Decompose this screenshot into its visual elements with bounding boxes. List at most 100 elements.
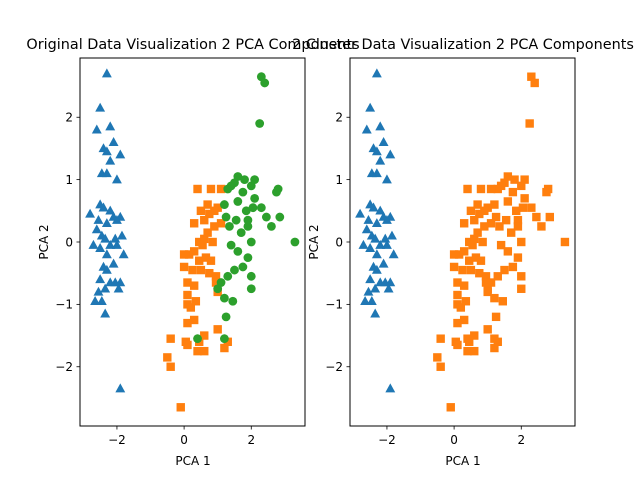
right-series-1-point-90	[490, 343, 499, 353]
right-series-1-point-48	[473, 200, 482, 209]
left-series-1-point-27	[211, 272, 221, 281]
right-series-1-point-89	[453, 340, 462, 350]
right-series-1-point-33	[508, 262, 518, 272]
left-series-1-point-30	[211, 278, 221, 287]
right-y-tick-label-3: 1	[335, 173, 343, 187]
left-y-tick-label-1: −1	[55, 298, 73, 312]
left-series-2-point-20	[261, 212, 271, 222]
right-series-1-point-91	[463, 346, 472, 356]
left-series-2-point-12	[220, 200, 229, 209]
right-series-0-point-30	[371, 249, 382, 259]
left-series-2-point-26	[267, 222, 276, 231]
right-series-1-point-24	[513, 222, 523, 231]
left-series-1-point-25	[196, 265, 206, 275]
right-series-1-point-92	[470, 346, 479, 356]
right-series-1-point-63	[459, 247, 469, 256]
right-plot-marks	[355, 68, 570, 412]
right-series-0-point-3	[375, 121, 386, 131]
left-series-2-point-28	[246, 237, 256, 247]
left-series-2-point-40	[228, 296, 238, 306]
left-series-0-point-21	[91, 224, 102, 234]
right-series-1-point-27	[506, 228, 516, 237]
right-series-1-point-71	[475, 268, 484, 278]
right-series-1-point-74	[459, 281, 469, 290]
left-series-1-point-19	[198, 240, 207, 250]
right-series-0-point-15	[375, 205, 386, 215]
left-x-axis-label: PCA 1	[175, 454, 210, 468]
right-x-tick-label-0: −2	[378, 433, 396, 447]
right-series-1-point-80	[461, 297, 471, 306]
left-series-1-point-10	[210, 222, 219, 231]
left-series-1-point-22	[206, 256, 216, 265]
left-series-2-point-15	[273, 184, 283, 194]
left-series-1-point-46	[193, 346, 202, 356]
right-subplot: 2 Cluster Data Visualization 2 PCA Compo…	[292, 37, 634, 468]
left-series-2-point-27	[236, 228, 246, 238]
left-series-1-point-16	[179, 250, 189, 259]
right-series-1-point-11	[503, 197, 513, 206]
left-series-1-point-18	[189, 247, 199, 256]
right-series-1-point-34	[500, 265, 509, 275]
left-series-1-point-43	[166, 334, 175, 343]
right-series-0-point-4	[385, 149, 396, 159]
left-series-1-point-50	[176, 403, 185, 412]
left-subplot: Original Data Visualization 2 PCA Compon…	[26, 37, 359, 468]
right-series-0-point-18	[371, 218, 382, 228]
right-series-1-point-93	[433, 353, 442, 362]
left-series-1-point-32	[183, 290, 192, 300]
right-series-1-point-46	[476, 184, 486, 194]
right-series-1-point-12	[490, 200, 499, 209]
right-series-0-point-0	[371, 68, 382, 78]
right-series-1-point-3	[503, 172, 513, 181]
right-series-0-point-19	[382, 214, 392, 224]
right-series-0-point-29	[382, 239, 392, 249]
right-series-0-point-27	[365, 243, 376, 252]
left-series-2-point-16	[241, 206, 251, 216]
left-series-1-point-34	[186, 303, 196, 312]
left-series-2-point-39	[220, 293, 229, 303]
left-series-0-point-25	[110, 233, 121, 243]
left-series-0-point-11	[112, 174, 122, 184]
right-chart-title: 2 Cluster Data Visualization 2 PCA Compo…	[292, 37, 634, 53]
left-series-2-point-10	[250, 175, 260, 185]
left-series-1-point-14	[203, 228, 212, 237]
right-series-1-point-39	[490, 293, 499, 303]
left-series-0-point-31	[118, 249, 129, 259]
left-series-2-point-23	[231, 215, 241, 225]
right-series-0-point-13	[368, 202, 379, 212]
right-series-1-point-84	[470, 331, 479, 340]
left-series-2-point-1	[260, 78, 270, 88]
left-x-tick-label-0: −2	[108, 433, 126, 447]
right-series-0-point-23	[370, 233, 381, 243]
right-y-tick-label-1: −1	[325, 298, 343, 312]
right-series-1-point-82	[453, 318, 462, 328]
left-series-2-point-11	[233, 197, 243, 206]
right-series-1-point-69	[458, 265, 467, 275]
left-series-2-point-19	[256, 203, 266, 213]
right-series-0-point-20	[355, 208, 366, 218]
right-series-0-point-24	[375, 239, 386, 249]
right-series-0-point-2	[361, 124, 372, 134]
left-series-0-point-38	[115, 277, 126, 287]
left-series-0-point-28	[88, 239, 99, 249]
right-series-1-point-65	[465, 256, 474, 265]
left-series-1-point-0	[193, 184, 202, 194]
left-y-tick-label-0: −2	[55, 360, 73, 374]
left-series-0-point-41	[93, 286, 104, 296]
left-series-1-point-17	[184, 250, 194, 259]
right-series-1-point-15	[543, 184, 553, 194]
right-y-tick-label-4: 2	[335, 111, 343, 125]
right-series-1-point-13	[520, 194, 529, 203]
left-series-2-point-7	[238, 187, 248, 197]
right-series-1-point-58	[470, 234, 479, 244]
left-series-1-point-26	[205, 268, 214, 278]
left-series-2-point-24	[243, 222, 253, 231]
left-y-tick-label-4: 2	[65, 111, 73, 125]
left-series-0-point-0	[101, 68, 112, 78]
left-series-0-point-7	[105, 155, 116, 165]
left-series-2-point-33	[238, 262, 248, 272]
right-series-1-point-22	[491, 212, 501, 222]
left-series-1-point-20	[195, 256, 204, 265]
left-series-1-point-23	[179, 262, 189, 272]
